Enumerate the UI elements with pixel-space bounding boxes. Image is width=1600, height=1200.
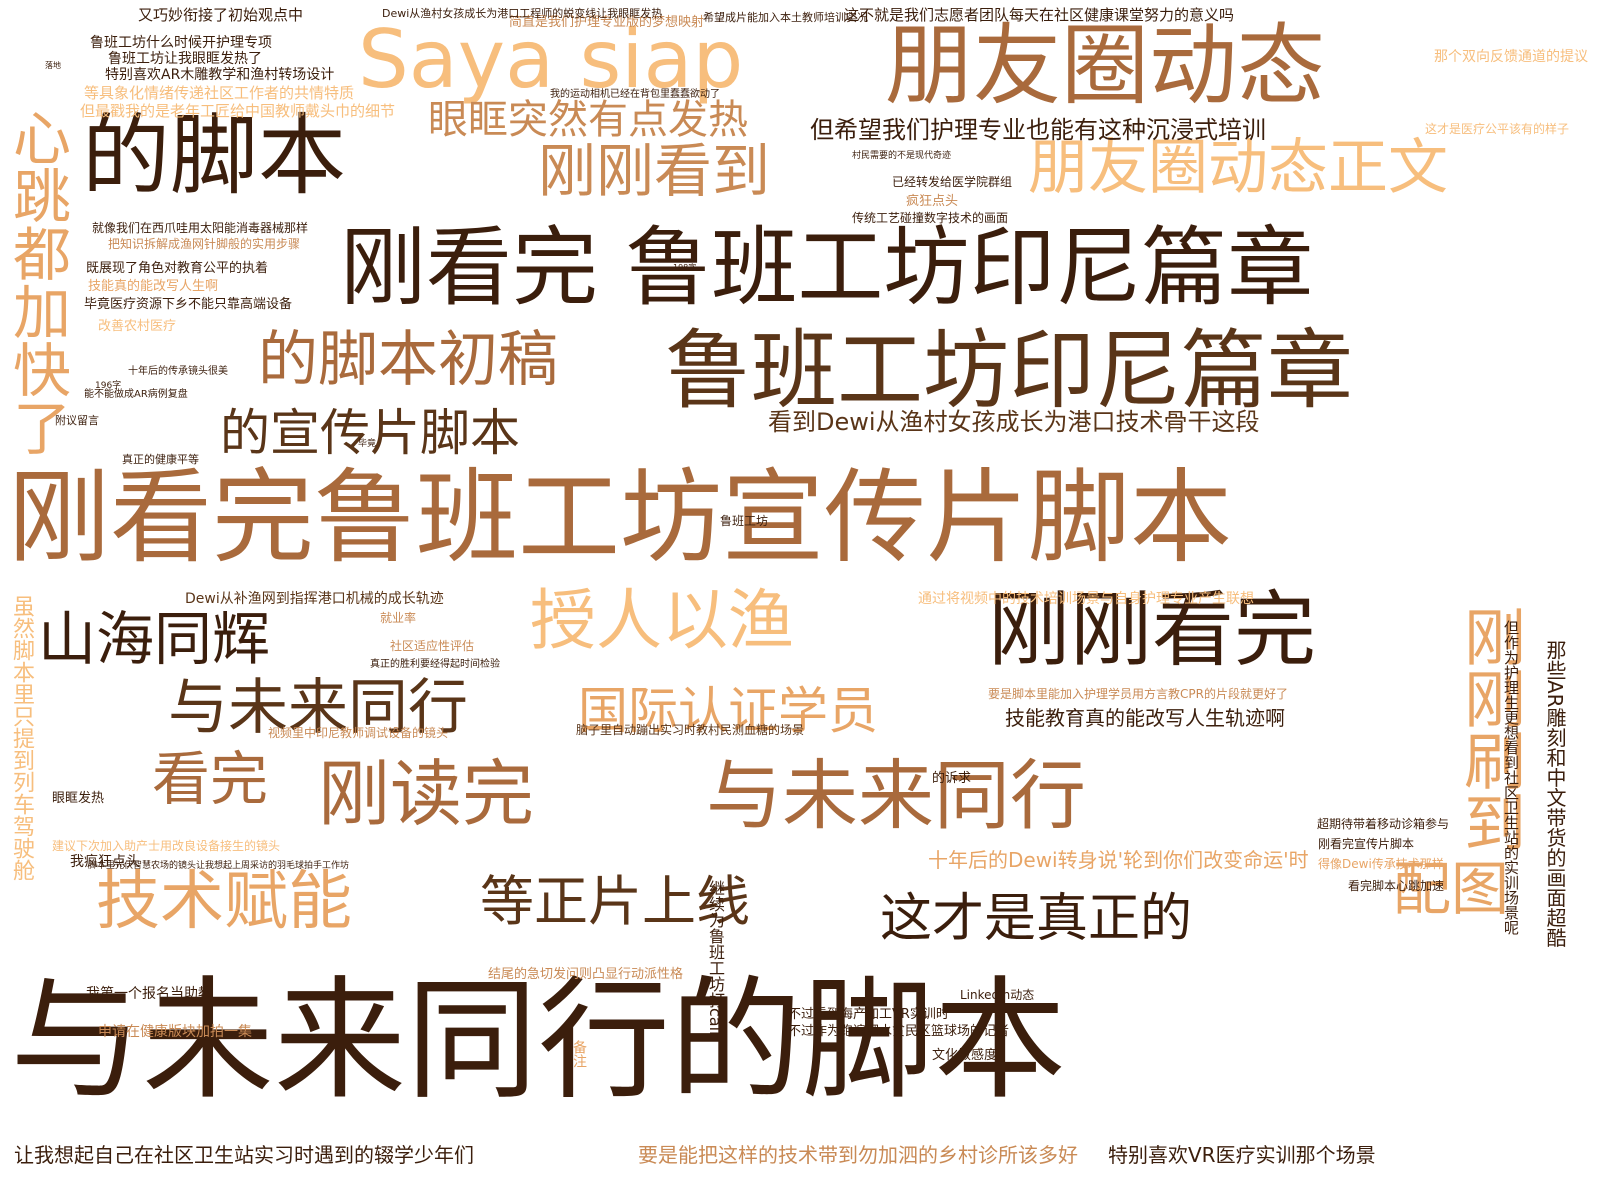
cloud-word: 我第一个报名当助教	[86, 986, 212, 1002]
cloud-word: 刚刚看完	[988, 583, 1317, 678]
cloud-word: 备注	[571, 1040, 587, 1068]
cloud-word: 已经转发给医学院群组	[892, 175, 1013, 189]
cloud-word: 特别喜欢VR医疗实训那个场景	[1108, 1143, 1376, 1167]
cloud-word: 村民需要的不是现代奇迹	[852, 151, 952, 161]
cloud-word: 看完脚本心跳加速	[1348, 879, 1445, 893]
cloud-word: 198字	[673, 263, 697, 272]
cloud-word: 眼眶发热	[52, 791, 105, 806]
cloud-word: 这才是真正的	[880, 889, 1193, 949]
cloud-word: 脑子里自动蹦出实习时教村民测血糖的场景	[576, 723, 805, 737]
cloud-word: LinkedIn动态	[960, 988, 1035, 1002]
cloud-word: 但最戳我的是老年工匠给中国教师戴头巾的细节	[80, 102, 396, 120]
cloud-word: 鲁班工坊印尼篇章	[665, 321, 1353, 421]
cloud-word: 刚刚刷到	[1453, 605, 1526, 853]
cloud-word: 脚本里光伏智慧农场的镜头让我想起上周采访的羽毛球拍手工作坊	[88, 861, 350, 871]
cloud-word: 刚看完 鲁班工坊印尼篇章	[340, 218, 1314, 318]
cloud-word: 传统工艺碰撞数字技术的画面	[852, 211, 1009, 225]
cloud-word: 山海同辉	[38, 605, 271, 673]
cloud-word: 社区适应性评估	[390, 639, 475, 653]
cloud-word: 看完	[152, 745, 269, 813]
cloud-word: 但作为护理生更想看到社区卫生站的实训场景呢	[1502, 620, 1520, 935]
cloud-word: 看到Dewi从渔村女孩成长为港口技术骨干这段	[768, 408, 1260, 436]
cloud-word: 等具象化情绪传递社区工作者的共情特质	[84, 84, 355, 102]
cloud-word: 那些AR雕刻和中文带货的画面超酷	[1543, 640, 1567, 948]
cloud-word: 鲁班工坊什么时候开护理专项	[90, 35, 272, 51]
cloud-word: 朋友圈动态正文	[1028, 133, 1448, 203]
cloud-word: 的脚本初稿	[258, 325, 558, 395]
cloud-word: 心跳都加快了	[3, 108, 71, 456]
cloud-word: 十年后的传承镜头很美	[128, 366, 228, 377]
cloud-word: 196字	[95, 381, 122, 391]
cloud-word: 技能教育真的能改写人生轨迹啊	[1005, 706, 1285, 730]
cloud-word: 既展现了角色对教育公平的执着	[86, 261, 269, 276]
cloud-word: 那个双向反馈通道的提议	[1434, 49, 1588, 65]
cloud-word: 希望成片能加入本土教师培训实况	[703, 11, 868, 24]
cloud-word: 能不能做成AR病例复盘	[84, 389, 188, 400]
cloud-word: 建议下次加入助产士用改良设备接生的镜头	[52, 839, 281, 853]
cloud-word: 通过将视频中的技术培训场景与自身护理专业产生联想	[918, 591, 1254, 607]
cloud-word: 毕竟医疗资源下乡不能只靠高端设备	[84, 297, 293, 312]
cloud-word: 刚看完宣传片脚本	[1318, 837, 1415, 851]
cloud-word: 落地	[45, 61, 61, 70]
cloud-word: Dewi从补渔网到指挥港口机械的成长轨迹	[185, 591, 444, 607]
cloud-word: 就像我们在西爪哇用太阳能消毒器械那样	[92, 221, 309, 235]
cloud-word: 与未来同行	[706, 751, 1086, 840]
cloud-word: 的脚本	[82, 104, 347, 207]
cloud-word: 鲁班工坊	[720, 514, 769, 528]
cloud-word: 这不就是我们志愿者团队每天在社区健康课堂努力的意义吗	[844, 6, 1235, 24]
cloud-word: 疯狂点头	[906, 194, 959, 209]
cloud-word: 虽然脚本里只提到列车驾驶舱	[9, 595, 34, 881]
cloud-word: 我的运动相机已经在背包里蠢蠢欲动了	[550, 89, 720, 100]
cloud-word: 要是能把这样的技术带到勿加泗的乡村诊所该多好	[638, 1143, 1078, 1167]
cloud-word: 眼眶突然有点发热	[428, 97, 748, 143]
cloud-word: 与未来同行的脚本	[10, 964, 1066, 1118]
cloud-word: 技术赋能	[96, 865, 352, 939]
cloud-word: 国际认证学员	[578, 682, 878, 740]
cloud-word: 刚刚看到	[538, 137, 771, 205]
cloud-word: 技能真的能改写人生啊	[88, 279, 219, 294]
cloud-word: 改善农村医疗	[98, 319, 177, 334]
cloud-word: 真正的健康平等	[122, 453, 199, 466]
cloud-word: 就业率	[380, 611, 417, 625]
cloud-word: 毕竟	[358, 439, 377, 449]
cloud-word: 鲁班工坊让我眼眶发热了	[108, 51, 262, 67]
cloud-word: 结尾的急切发问则凸显行动派性格	[488, 967, 684, 982]
cloud-word: 把知识拆解成渔网针脚般的实用步骤	[108, 237, 301, 251]
cloud-word: Dewi从渔村女孩成长为港口工程师的蜕变线让我眼眶发热	[382, 7, 663, 20]
cloud-word: 超期待带着移动诊箱参与	[1317, 817, 1450, 831]
cloud-word: 文化敏感度	[932, 1048, 998, 1063]
cloud-word: 要是脚本里能加入护理学员用方言教CPR的片段就更好了	[988, 687, 1288, 701]
cloud-word: 附议留言	[55, 414, 99, 427]
cloud-word: 让我想起自己在社区卫生站实习时遇到的辍学少年们	[14, 1143, 474, 1167]
cloud-word: 又巧妙衔接了初始观点中	[138, 6, 304, 24]
cloud-word: 这才是医疗公平该有的样子	[1425, 122, 1570, 136]
cloud-word: 授人以渔	[530, 582, 794, 659]
cloud-word: 得像Dewi传承技术那样	[1318, 857, 1444, 871]
cloud-word: 朋友圈动态	[885, 14, 1326, 117]
cloud-word: 但希望我们护理专业也能有这种沉浸式培训	[810, 116, 1266, 144]
cloud-word: 的宣传片脚本	[220, 404, 520, 462]
cloud-word: 特别喜欢AR木雕教学和渔村转场设计	[105, 67, 335, 83]
cloud-word: 配图	[1393, 855, 1510, 923]
cloud-word: 视频里中印尼教师调试设备的镜头	[268, 726, 449, 740]
cloud-word: 真正的胜利要经得起时间检验	[370, 659, 500, 670]
cloud-word: Saya siap	[358, 13, 744, 106]
cloud-word: 的诉求	[932, 771, 972, 786]
cloud-word: 刚看完鲁班工坊宣传片脚本	[8, 459, 1232, 578]
cloud-word: 申请在健康版块加拍一集	[98, 1024, 252, 1040]
cloud-word: 简直是我们护理专业版的梦想映射	[509, 15, 705, 30]
cloud-word: 我疯狂点头	[70, 854, 140, 870]
cloud-word: 与未来同行	[168, 673, 468, 743]
cloud-word: 十年后的Dewi转身说'轮到你们改变命运'时	[928, 848, 1309, 872]
cloud-word: 继续为鲁班工坊打call	[706, 880, 725, 1036]
cloud-word: 刚读完	[318, 752, 535, 836]
cloud-word: 不过看到海产加工VR实训时	[788, 1007, 949, 1022]
cloud-word: 等正片上线	[480, 870, 750, 933]
cloud-word: 不过作为跑遍泗水贫民区篮球场的记者	[788, 1024, 1010, 1039]
